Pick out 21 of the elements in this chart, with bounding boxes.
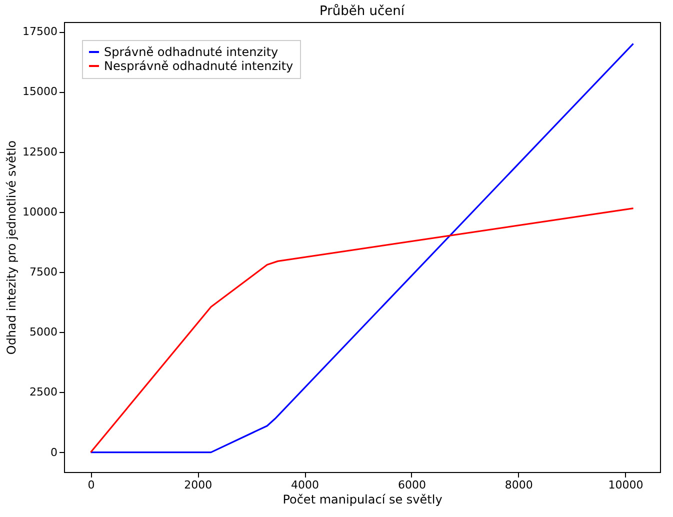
x-tick-label: 10000 [608, 478, 644, 492]
x-tick-label: 8000 [504, 478, 533, 492]
y-tick-label: 12500 [22, 145, 58, 158]
legend-label: Nesprávně odhadnuté intenzity [104, 59, 294, 73]
x-tick-label: 2000 [184, 478, 212, 492]
y-tick-label: 17500 [22, 25, 58, 38]
x-tick-label: 6000 [398, 478, 426, 492]
line-series [90, 42, 634, 454]
x-axis-title: Počet manipulací se světly [282, 492, 442, 506]
x-tick-label: 4000 [291, 478, 320, 492]
y-tick-label: 5000 [30, 326, 58, 339]
line-series [90, 208, 634, 454]
y-axis-title: Odhad intezity pro jednotlivé světlo [4, 140, 19, 355]
y-tick-label: 15000 [22, 85, 58, 98]
y-tick-label: 2500 [30, 386, 58, 399]
y-tick-label: 7500 [30, 266, 58, 278]
x-tick-label: 0 [88, 478, 95, 492]
chart-title: Průběh učení [319, 3, 405, 19]
legend-label: Správně odhadnuté intenzity [104, 45, 278, 59]
y-tick-label: 10000 [22, 205, 58, 218]
y-tick-label: 0 [50, 446, 58, 459]
